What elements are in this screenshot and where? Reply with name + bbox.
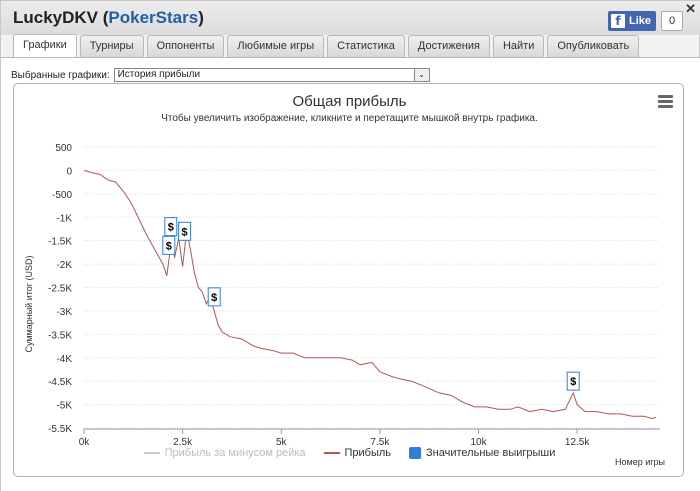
chart-selector-value: История прибыли <box>117 69 201 80</box>
legend-line-profit <box>323 452 340 454</box>
close-icon[interactable]: ✕ <box>685 1 696 16</box>
y-tick-label: -5K <box>56 401 72 412</box>
legend-square-big-wins <box>409 447 422 459</box>
legend-label-profit: Прибыль <box>344 447 392 459</box>
chart-legend: Прибыль за минусом рейка Прибыль Значите… <box>14 447 685 459</box>
big-win-flag <box>164 217 178 237</box>
x-tick-label: 7.5k <box>370 437 390 448</box>
big-win-flag <box>207 287 221 307</box>
titlebar: LuckyDKV (PokerStars) f Like 0 ✕ <box>1 1 700 35</box>
y-tick-label: -4K <box>56 354 72 365</box>
tab-1[interactable]: Графики <box>13 34 77 58</box>
big-win-label: $ <box>182 226 188 238</box>
profit-series-line <box>83 169 657 420</box>
y-tick-label: -2.5K <box>48 284 72 295</box>
x-tick-label: 10k <box>470 437 487 448</box>
big-win-label: $ <box>211 292 217 304</box>
legend-item-rake[interactable]: Прибыль за минусом рейка <box>143 447 306 459</box>
x-tick-label: 12.5k <box>565 437 590 448</box>
y-tick-label: -5.5K <box>48 424 72 435</box>
legend-item-profit[interactable]: Прибыль <box>323 447 392 459</box>
chart-container[interactable]: 500 0 -500 -1K -1.5K -2K -2.5K -3K -3.5K -4K -4.5K… <box>13 83 684 477</box>
chart-selector-dropdown[interactable]: История прибыли ⌄ <box>113 68 430 82</box>
y-tick-label: 0 <box>66 166 72 177</box>
legend-item-big-wins[interactable]: Значительные выигрыши <box>409 447 555 459</box>
site-link[interactable]: PokerStars <box>108 8 199 27</box>
chevron-down-icon: ⌄ <box>413 69 429 81</box>
facebook-icon: f <box>611 14 625 28</box>
y-tick-label: -3K <box>56 307 72 318</box>
y-tick-label: -500 <box>52 190 72 201</box>
big-win-flag <box>162 235 176 255</box>
x-tick-label: 5k <box>276 437 288 448</box>
facebook-like-count: 0 <box>661 11 684 31</box>
menu-icon[interactable] <box>658 95 673 108</box>
window-title: LuckyDKV (PokerStars) <box>13 8 204 27</box>
y-tick-label: -2K <box>56 260 72 271</box>
tab-2[interactable]: Турниры <box>79 35 144 57</box>
legend-label-rake: Прибыль за минусом рейка <box>164 447 306 459</box>
x-tick-label: 0k <box>79 437 91 448</box>
chart-subtitle: Чтобы увеличить изображение, кликните и … <box>161 113 538 124</box>
chart-title: Общая прибыль <box>292 93 407 110</box>
y-tick-label: -1.5K <box>48 237 72 248</box>
legend-label-big-wins: Значительные выигрыши <box>426 447 556 459</box>
big-win-flag <box>178 221 192 241</box>
tab-6[interactable]: Достижения <box>407 35 490 57</box>
big-win-label: $ <box>168 222 174 234</box>
y-tick-label: -1K <box>56 213 72 224</box>
y-tick-label: 500 <box>55 143 72 154</box>
big-win-label: $ <box>166 240 172 252</box>
chart-selector-label: Выбранные графики: <box>11 69 110 81</box>
tab-4[interactable]: Любимые игры <box>227 35 325 57</box>
x-tick-label: 2.5k <box>173 437 193 448</box>
tab-7[interactable]: Найти <box>492 35 545 57</box>
player-name: LuckyDKV <box>13 8 99 27</box>
big-win-label: $ <box>570 376 576 388</box>
y-axis-label: Суммарный итог (USD) <box>24 255 34 353</box>
tab-5[interactable]: Статистика <box>327 35 405 57</box>
tab-8[interactable]: Опубликовать <box>547 35 640 57</box>
facebook-like-widget: f Like 0 <box>608 11 684 31</box>
main-content: Выбранные графики: История прибыли ⌄ 500… <box>1 58 700 491</box>
facebook-like-button[interactable]: f Like <box>608 11 657 31</box>
chart-selector-row: Выбранные графики: История прибыли ⌄ <box>11 68 430 82</box>
big-win-flag <box>566 371 580 391</box>
y-tick-label: -3.5K <box>48 330 72 341</box>
legend-line-rake <box>143 452 160 454</box>
tab-divider <box>1 57 700 58</box>
profit-chart[interactable]: 500 0 -500 -1K -1.5K -2K -2.5K -3K -3.5K -4K -4.5K… <box>14 84 685 478</box>
tab-3[interactable]: Оппоненты <box>146 35 225 57</box>
tab-bar: Графики Турниры Оппоненты Любимые игры Стати… <box>13 34 642 58</box>
facebook-like-label: Like <box>629 15 652 27</box>
x-axis-label: Номер игры <box>615 457 665 467</box>
y-tick-label: -4.5K <box>48 377 72 388</box>
